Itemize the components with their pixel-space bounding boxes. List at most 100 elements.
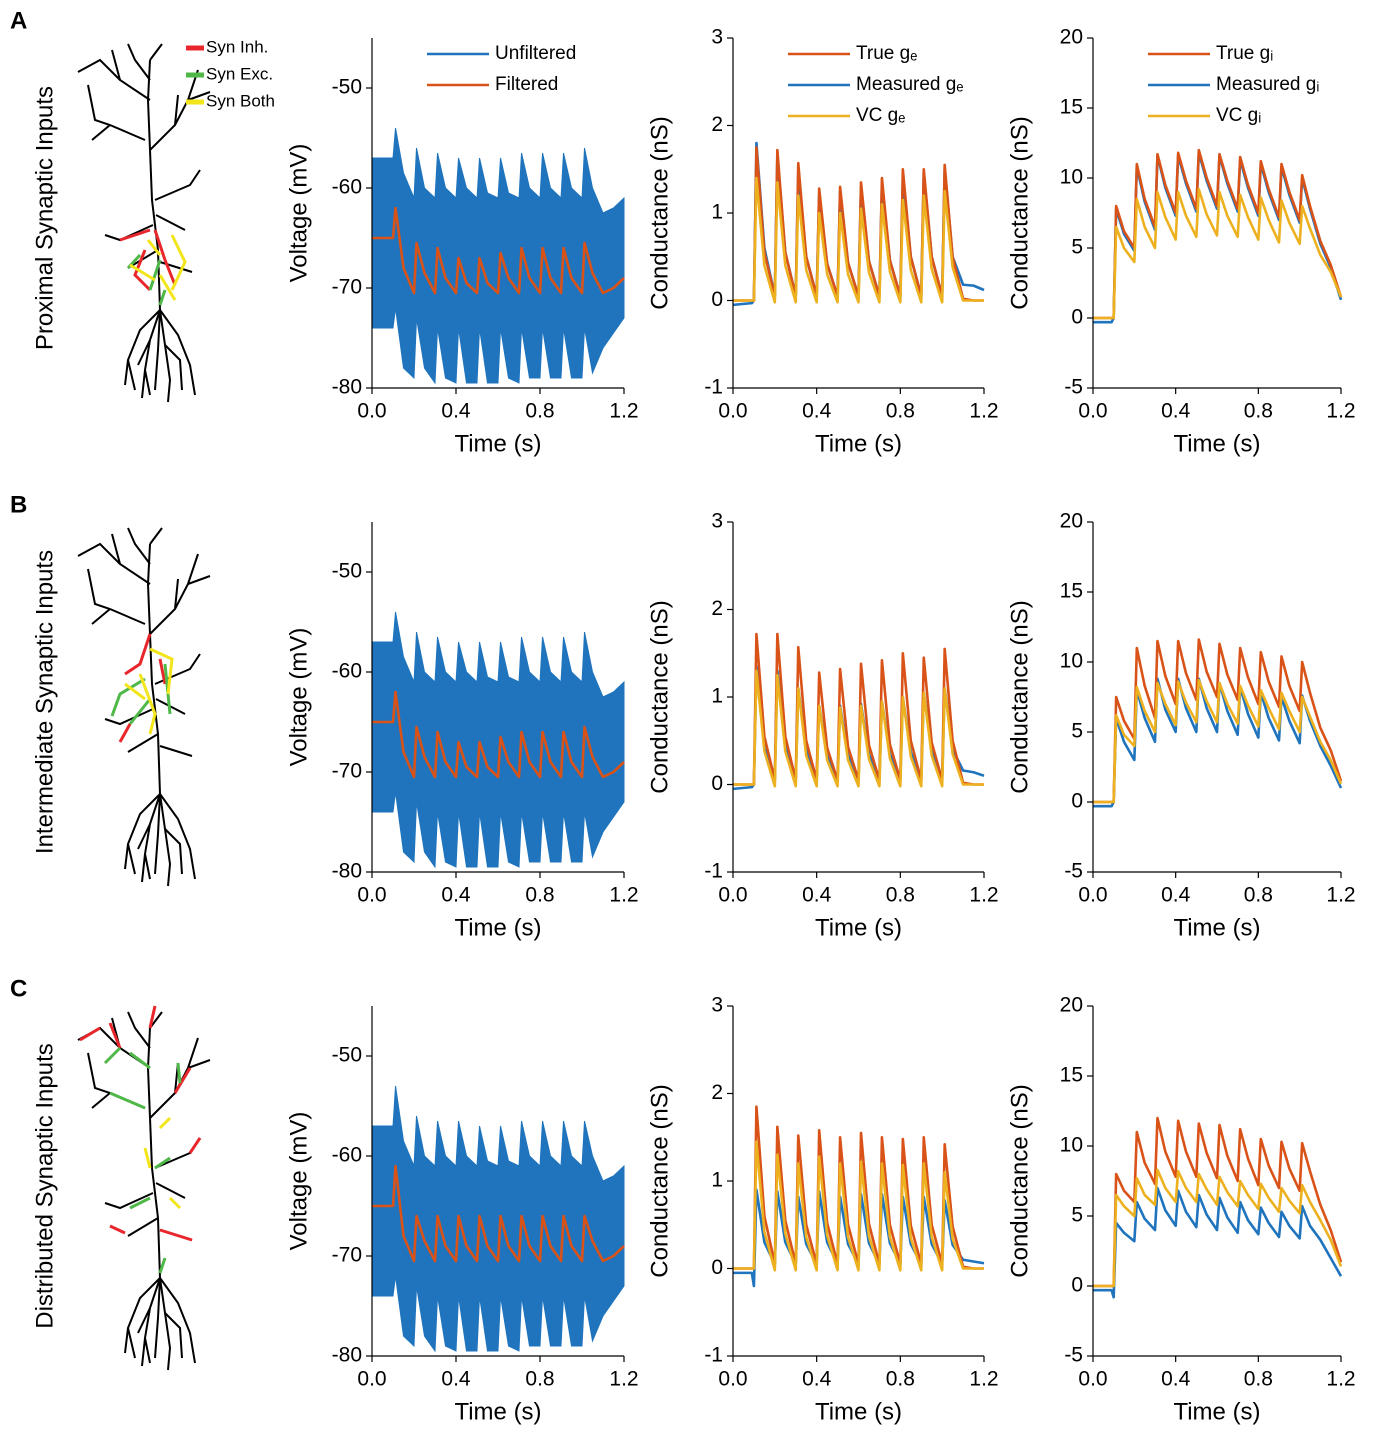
y-axis-label: Conductance (nS) [646, 116, 673, 309]
y-tick-label: 1 [711, 201, 723, 224]
x-tick-label: 0.8 [525, 400, 554, 423]
y-tick-label: 3 [711, 26, 723, 49]
legend-label: Filtered [495, 74, 558, 95]
x-tick-label: 0.8 [525, 1368, 554, 1391]
legend-label: Unfiltered [495, 43, 576, 64]
y-tick-label: -5 [1064, 1344, 1083, 1367]
y-tick-label: 15 [1060, 580, 1083, 603]
y-tick-label: -1 [704, 860, 723, 883]
x-tick-label: 0.8 [1244, 400, 1273, 423]
y-axis-label: Conductance (nS) [1006, 116, 1033, 309]
y-tick-label: -5 [1064, 376, 1083, 399]
y-tick-label: 20 [1060, 510, 1083, 533]
y-tick-label: 0 [711, 288, 723, 311]
x-tick-label: 0.0 [718, 1368, 747, 1391]
x-tick-label: 0.0 [357, 1368, 386, 1391]
y-axis-label: Conductance (nS) [1006, 1084, 1033, 1277]
x-tick-label: 1.2 [969, 400, 998, 423]
y-tick-label: -70 [332, 276, 362, 299]
neuron-c [77, 1005, 211, 1371]
y-tick-label: 5 [1071, 1204, 1083, 1227]
y-tick-label: -80 [332, 860, 362, 883]
x-tick-label: 0.4 [441, 400, 471, 423]
x-tick-label: 0.8 [1244, 884, 1273, 907]
x-tick-label: 0.8 [886, 1368, 915, 1391]
x-tick-label: 0.8 [1244, 1368, 1273, 1391]
panel-label: C [10, 975, 27, 1002]
y-tick-label: -1 [704, 1344, 723, 1367]
y-tick-label: -60 [332, 176, 362, 199]
chart: -5 0 5 10 15 20 0.0 0.4 0.8 1.2 Time (s) Conductanc… [1006, 994, 1355, 1426]
x-tick-label: 0.4 [802, 400, 832, 423]
neuron-a [77, 43, 211, 403]
line [733, 669, 984, 788]
x-tick-label: 0.0 [357, 884, 386, 907]
line [1093, 187, 1343, 320]
y-tick-label: 5 [1071, 236, 1083, 259]
line [733, 1140, 984, 1272]
line [1093, 1116, 1343, 1288]
line [1093, 638, 1343, 804]
y-tick-label: 10 [1060, 650, 1083, 673]
band [371, 127, 625, 385]
neuron-b [77, 527, 211, 887]
y-tick-label: -50 [332, 560, 362, 583]
y-axis-label: Conductance (nS) [646, 600, 673, 793]
y-tick-label: 10 [1060, 166, 1083, 189]
legend-label: Measured gᵢ [1216, 74, 1319, 95]
line [1093, 1186, 1343, 1299]
x-tick-label: 0.0 [1078, 1368, 1107, 1391]
x-tick-label: 1.2 [609, 400, 638, 423]
row-label: Distributed Synaptic Inputs [31, 1043, 58, 1328]
x-tick-label: 1.2 [609, 884, 638, 907]
y-axis-label: Voltage (mV) [285, 628, 312, 767]
chart: -80 -70 -60 -50 0.0 0.4 0.8 1.2 Time (s) Voltage … [285, 1006, 639, 1425]
x-tick-label: 1.2 [1326, 1368, 1355, 1391]
y-tick-label: 3 [711, 994, 723, 1017]
x-tick-label: 0.4 [802, 1368, 832, 1391]
x-tick-label: 1.2 [969, 884, 998, 907]
chart: -1 0 1 2 3 0.0 0.4 0.8 1.2 Time (s) Conductance (n… [646, 26, 998, 458]
x-axis-label: Time (s) [1173, 1398, 1260, 1425]
y-tick-label: 0 [1071, 1274, 1083, 1297]
y-tick-label: -50 [332, 76, 362, 99]
x-axis-label: Time (s) [1173, 914, 1260, 941]
y-axis-label: Voltage (mV) [285, 144, 312, 283]
x-axis-label: Time (s) [454, 1398, 541, 1425]
x-tick-label: 1.2 [1326, 884, 1355, 907]
legend-label: True gᵢ [1216, 43, 1273, 64]
x-tick-label: 0.4 [1161, 400, 1191, 423]
neuron-legend-swatches [186, 45, 204, 105]
y-tick-label: 2 [711, 597, 723, 620]
x-tick-label: 1.2 [969, 1368, 998, 1391]
neuron-legend-label: Syn Exc. [206, 64, 273, 83]
x-tick-label: 0.8 [886, 400, 915, 423]
x-tick-label: 0.8 [525, 884, 554, 907]
y-axis-label: Conductance (nS) [1006, 600, 1033, 793]
x-tick-label: 0.0 [718, 400, 747, 423]
y-tick-label: -1 [704, 376, 723, 399]
y-tick-label: 15 [1060, 1064, 1083, 1087]
y-tick-label: -80 [332, 376, 362, 399]
y-tick-label: 0 [711, 1256, 723, 1279]
x-tick-label: 0.4 [802, 884, 832, 907]
line [1093, 678, 1343, 804]
chart: -1 0 1 2 3 0.0 0.4 0.8 1.2 Time (s) Conductance (n… [646, 994, 998, 1426]
line [372, 1164, 625, 1263]
y-axis-label: Voltage (mV) [285, 1112, 312, 1251]
y-tick-label: -80 [332, 1344, 362, 1367]
x-tick-label: 0.4 [441, 1368, 471, 1391]
y-tick-label: 1 [711, 685, 723, 708]
x-tick-label: 0.0 [718, 884, 747, 907]
line [372, 690, 625, 779]
chart: -80 -70 -60 -50 0.0 0.4 0.8 1.2 Time (s) Voltage … [285, 38, 639, 457]
y-tick-label: 2 [711, 1081, 723, 1104]
legend-label: VC gᵢ [1216, 105, 1261, 126]
line [1093, 148, 1343, 320]
y-tick-label: 2 [711, 113, 723, 136]
chart: -1 0 1 2 3 0.0 0.4 0.8 1.2 Time (s) Conductance (n… [646, 510, 998, 942]
line [1093, 1168, 1343, 1288]
row-label: Intermediate Synaptic Inputs [31, 550, 58, 854]
x-axis-label: Time (s) [815, 914, 902, 941]
